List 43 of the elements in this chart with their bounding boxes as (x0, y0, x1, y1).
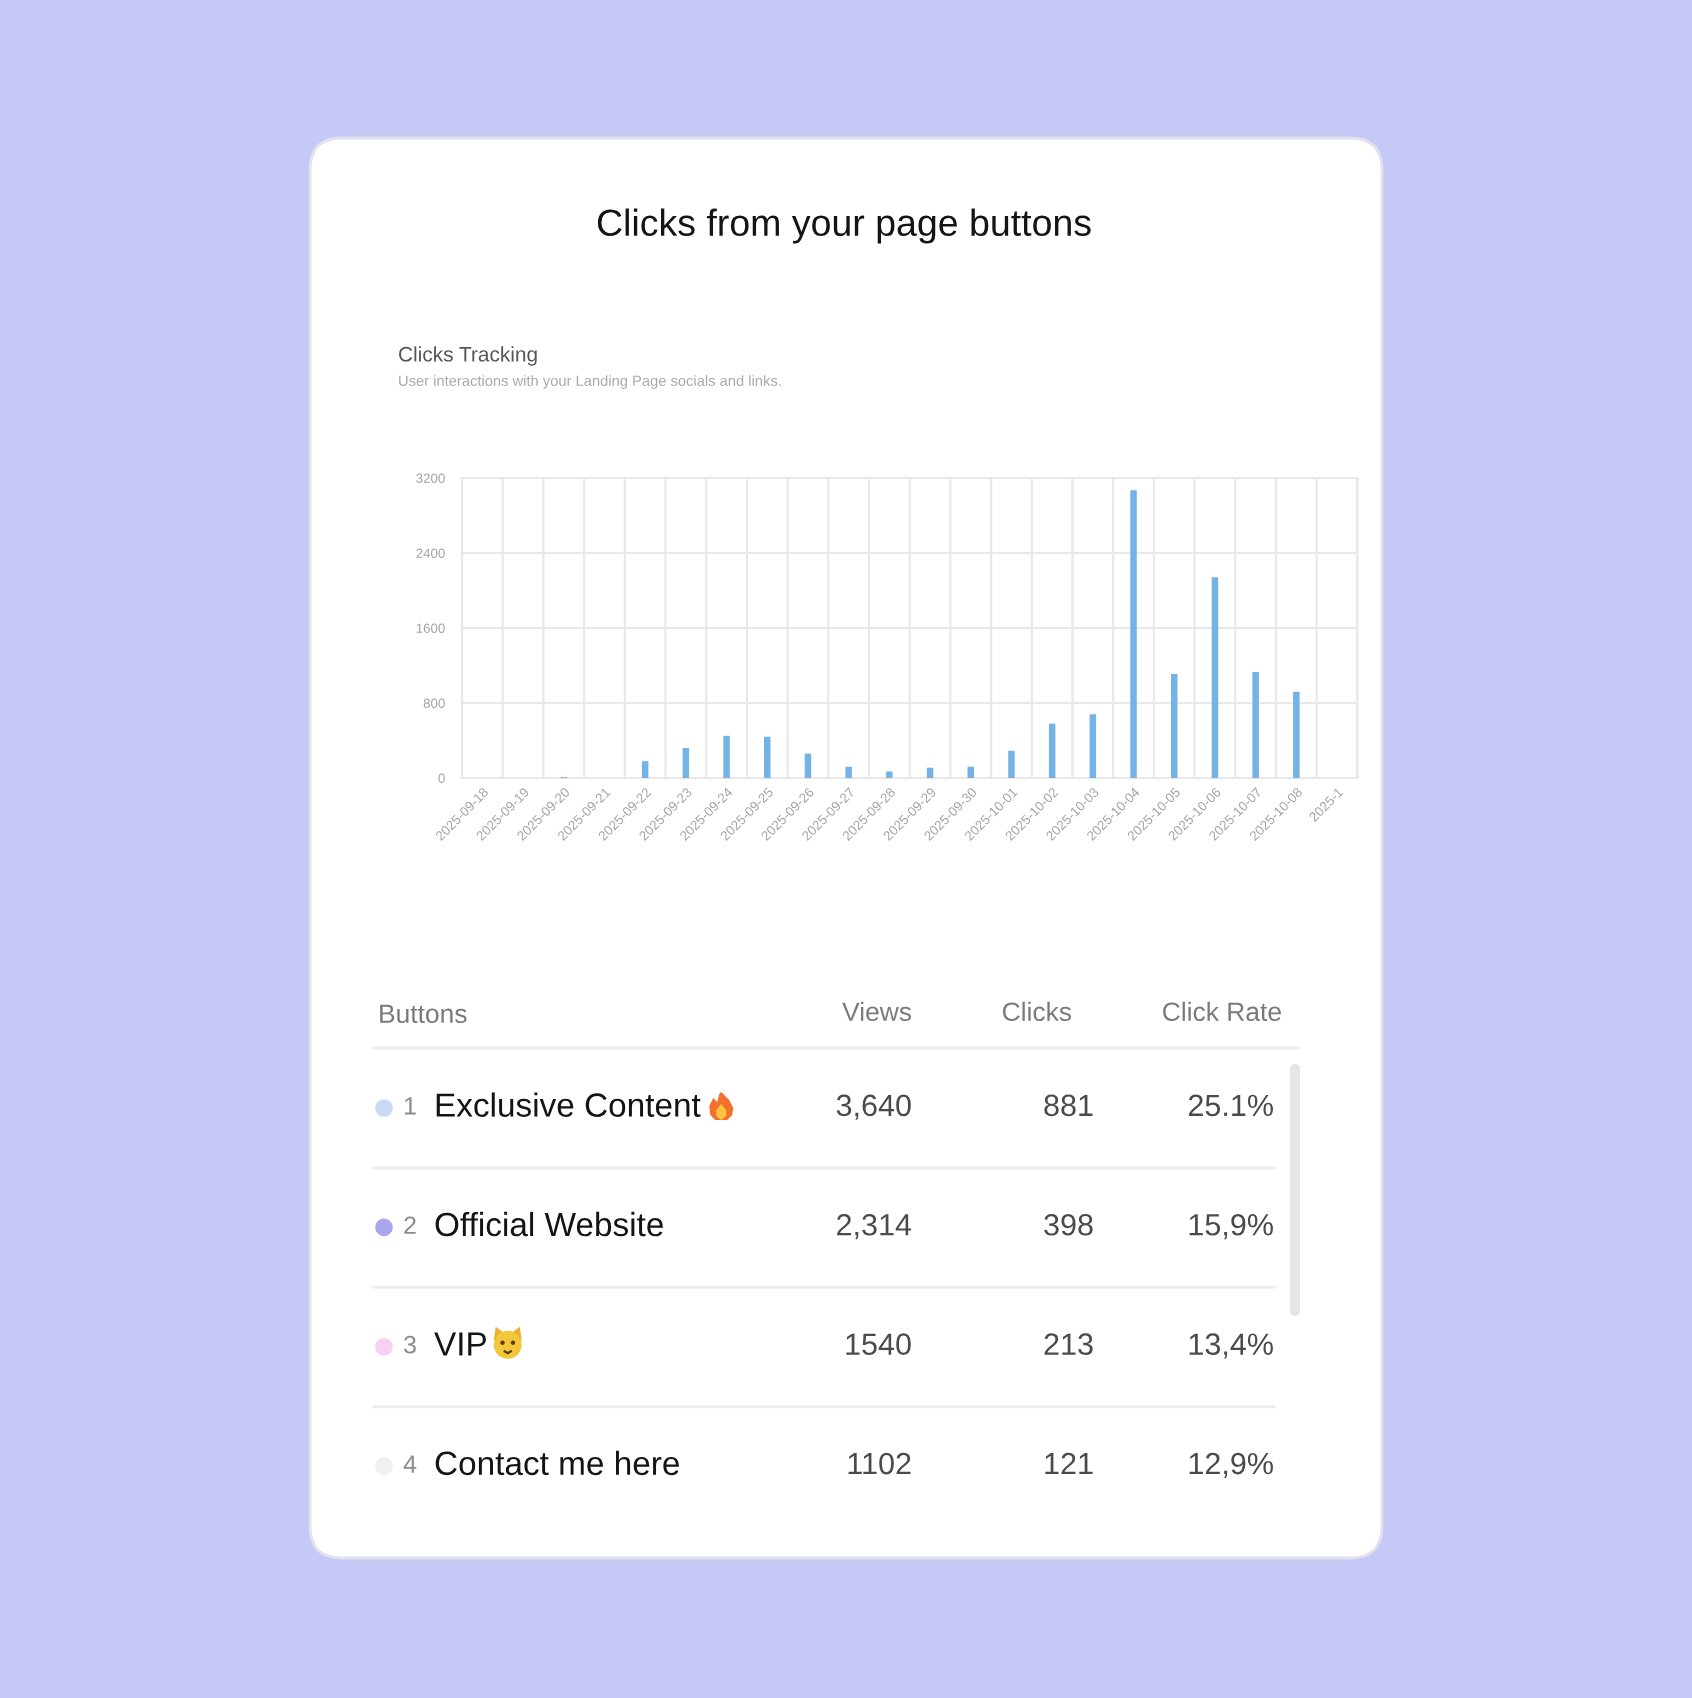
data-label: 881 (1044, 1094, 1093, 1117)
data-label: 3 (404, 1335, 416, 1354)
data-label: 213 (1044, 1333, 1093, 1355)
data-label: 121 (1045, 1452, 1093, 1475)
text: Click Rate (1163, 1001, 1281, 1022)
bar (1008, 750, 1015, 778)
bar (967, 766, 975, 778)
bar (1211, 577, 1219, 778)
data-label: 1 (404, 1097, 416, 1115)
text: Clicks (1002, 1001, 1072, 1022)
bar (926, 767, 934, 778)
bar (804, 753, 812, 778)
bar (763, 736, 771, 778)
text: Buttons (380, 1004, 467, 1024)
category-label: Contact me here (435, 1450, 679, 1476)
data-label: 398 (1044, 1213, 1093, 1236)
chart-title: Clicks from your page buttons (597, 208, 1091, 244)
category-label: Exclusive Content (436, 1092, 701, 1117)
bar (1252, 672, 1259, 778)
bar (641, 761, 649, 778)
data-label: 13,4% (1189, 1333, 1273, 1359)
chart-subtitle: Clicks Tracking (399, 346, 537, 366)
data-label: 3,640 (836, 1094, 911, 1120)
data-label: 25.1% (1188, 1094, 1273, 1117)
data-label: 2,314 (837, 1213, 912, 1240)
bar (1048, 723, 1056, 778)
text: Views (842, 1001, 912, 1022)
bar (1130, 490, 1137, 778)
data-label: 1540 (846, 1333, 911, 1355)
bar (1089, 714, 1097, 778)
bar (682, 748, 690, 778)
data-label: 2 (404, 1216, 416, 1234)
data-label: 1102 (848, 1452, 911, 1475)
category-label: VIP (434, 1332, 486, 1356)
bar (723, 735, 730, 778)
bar (1170, 673, 1178, 778)
bar (886, 771, 893, 778)
data-label: 15,9% (1189, 1213, 1273, 1240)
category-label: Official Website (435, 1211, 663, 1237)
bar (845, 766, 852, 778)
bar (1293, 691, 1300, 778)
data-label: 4 (403, 1455, 417, 1473)
data-label: 12,9% (1189, 1452, 1273, 1479)
